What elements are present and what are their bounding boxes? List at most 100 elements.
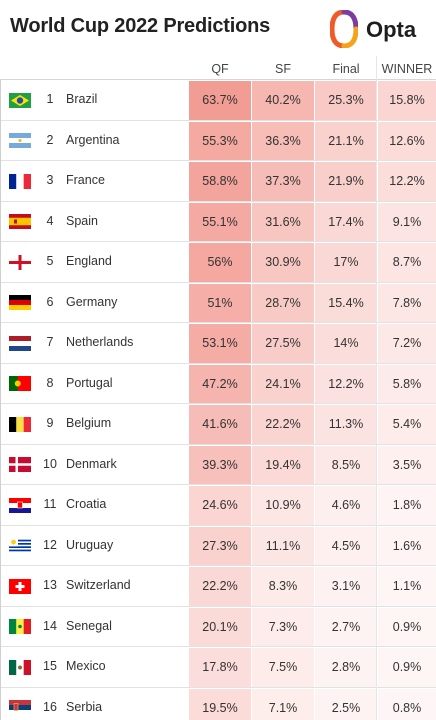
team-rank: 6 xyxy=(46,294,54,309)
team-name: Argentina xyxy=(66,132,120,147)
row-divider xyxy=(0,443,436,445)
cell-winner: 0.9% xyxy=(378,648,436,687)
cell-sf: 30.9% xyxy=(252,243,314,282)
header: World Cup 2022 Predictions Opta xyxy=(0,0,436,58)
cell-winner: 12.6% xyxy=(378,121,436,160)
cell-sf: 27.5% xyxy=(252,324,314,363)
cell-final: 4.5% xyxy=(315,526,377,565)
row-divider xyxy=(0,605,436,607)
row-divider xyxy=(0,200,436,202)
cell-final: 21.1% xyxy=(315,121,377,160)
column-header-winner: WINNER xyxy=(381,62,433,76)
cell-winner: 8.7% xyxy=(378,243,436,282)
cell-final: 25.3% xyxy=(315,81,377,120)
row-divider xyxy=(0,686,436,688)
team-rank: 5 xyxy=(46,254,54,268)
cell-sf: 28.7% xyxy=(252,283,314,322)
argentina-flag-icon xyxy=(9,133,31,149)
cell-final: 2.7% xyxy=(315,607,377,646)
cell-sf: 11.1% xyxy=(252,526,314,565)
team-rank: 1 xyxy=(46,92,54,106)
table-row: 4 Spain 55.1% 31.6% 17.4% 9.1% xyxy=(0,202,436,242)
cell-winner: 1.1% xyxy=(378,567,436,606)
team-name: Denmark xyxy=(66,456,117,471)
table-row: 11 Croatia 24.6% 10.9% 4.6% 1.8% xyxy=(0,485,436,526)
cell-qf: 39.3% xyxy=(189,445,251,484)
opta-logo-icon xyxy=(330,10,358,48)
table-row: 12 Uruguay 27.3% 11.1% 4.5% 1.6% xyxy=(0,526,436,566)
cell-winner: 5.8% xyxy=(378,364,436,403)
table-row: 5 England 56% 30.9% 17% 8.7% xyxy=(0,242,436,283)
mexico-flag-icon xyxy=(9,659,31,675)
team-rank: 9 xyxy=(46,416,54,430)
cell-qf: 63.7% xyxy=(189,81,251,120)
team-rank: 15 xyxy=(43,659,57,673)
table-row: 10 Denmark 39.3% 19.4% 8.5% 3.5% xyxy=(0,445,436,485)
netherlands-flag-icon xyxy=(9,335,31,351)
team-rank: 7 xyxy=(46,335,54,349)
column-divider xyxy=(376,56,377,720)
team-name: Spain xyxy=(66,213,98,228)
row-divider xyxy=(0,362,436,364)
cell-final: 14% xyxy=(315,324,377,363)
team-name: Uruguay xyxy=(66,537,114,552)
row-divider xyxy=(0,160,436,161)
cell-qf: 19.5% xyxy=(189,688,251,720)
cell-qf: 55.3% xyxy=(189,121,251,160)
row-divider xyxy=(0,241,436,242)
england-flag-icon xyxy=(9,254,31,270)
cell-sf: 7.3% xyxy=(252,607,314,646)
serbia-flag-icon xyxy=(9,700,31,716)
row-divider xyxy=(0,281,436,283)
table-row: 3 France 58.8% 37.3% 21.9% 12.2% xyxy=(0,161,436,202)
team-name: Belgium xyxy=(66,416,112,430)
cell-qf: 24.6% xyxy=(189,486,251,525)
table-row: 15 Mexico 17.8% 7.5% 2.8% 0.9% xyxy=(0,647,436,688)
team-name: Croatia xyxy=(66,497,107,511)
cell-final: 21.9% xyxy=(315,162,377,201)
row-divider xyxy=(0,484,436,485)
team-rank: 13 xyxy=(43,578,57,592)
cell-final: 8.5% xyxy=(315,445,377,484)
cell-sf: 10.9% xyxy=(252,486,314,525)
row-divider xyxy=(0,119,436,121)
table-row: 6 Germany 51% 28.7% 15.4% 7.8% xyxy=(0,283,436,323)
cell-qf: 51% xyxy=(189,283,251,322)
column-header-sf: SF xyxy=(275,62,291,76)
cell-final: 12.2% xyxy=(315,364,377,403)
cell-sf: 8.3% xyxy=(252,567,314,606)
header-divider xyxy=(0,79,436,80)
team-name: Brazil xyxy=(66,92,98,106)
brand-name: Opta xyxy=(366,17,417,42)
cell-winner: 7.2% xyxy=(378,324,436,363)
cell-winner: 0.9% xyxy=(378,607,436,646)
column-header-qf: QF xyxy=(211,62,229,76)
team-rank: 2 xyxy=(46,132,54,147)
cell-qf: 27.3% xyxy=(189,526,251,565)
spain-flag-icon xyxy=(9,214,31,230)
table-row: 1 Brazil 63.7% 40.2% 25.3% 15.8% xyxy=(0,80,436,121)
table-left-border xyxy=(0,80,1,720)
table-row: 13 Switzerland 22.2% 8.3% 3.1% 1.1% xyxy=(0,566,436,607)
cell-qf: 56% xyxy=(189,243,251,282)
team-name: Switzerland xyxy=(66,578,131,592)
cell-qf: 17.8% xyxy=(189,648,251,687)
switzerland-flag-icon xyxy=(9,578,31,594)
cell-sf: 37.3% xyxy=(252,162,314,201)
cell-final: 2.5% xyxy=(315,688,377,720)
belgium-flag-icon xyxy=(9,416,31,432)
page-title: World Cup 2022 Predictions xyxy=(10,15,271,37)
table-row: 8 Portugal 47.2% 24.1% 12.2% 5.8% xyxy=(0,364,436,404)
cell-sf: 22.2% xyxy=(252,405,314,444)
team-rank: 3 xyxy=(46,173,54,187)
croatia-flag-icon xyxy=(9,497,31,513)
cell-qf: 55.1% xyxy=(189,202,251,241)
cell-sf: 19.4% xyxy=(252,445,314,484)
cell-sf: 31.6% xyxy=(252,202,314,241)
cell-qf: 20.1% xyxy=(189,607,251,646)
team-name: Serbia xyxy=(66,699,103,714)
opta-logo: Opta xyxy=(330,10,430,48)
team-name: Mexico xyxy=(66,659,106,673)
table-row: 14 Senegal 20.1% 7.3% 2.7% 0.9% xyxy=(0,607,436,647)
row-divider xyxy=(0,524,436,526)
